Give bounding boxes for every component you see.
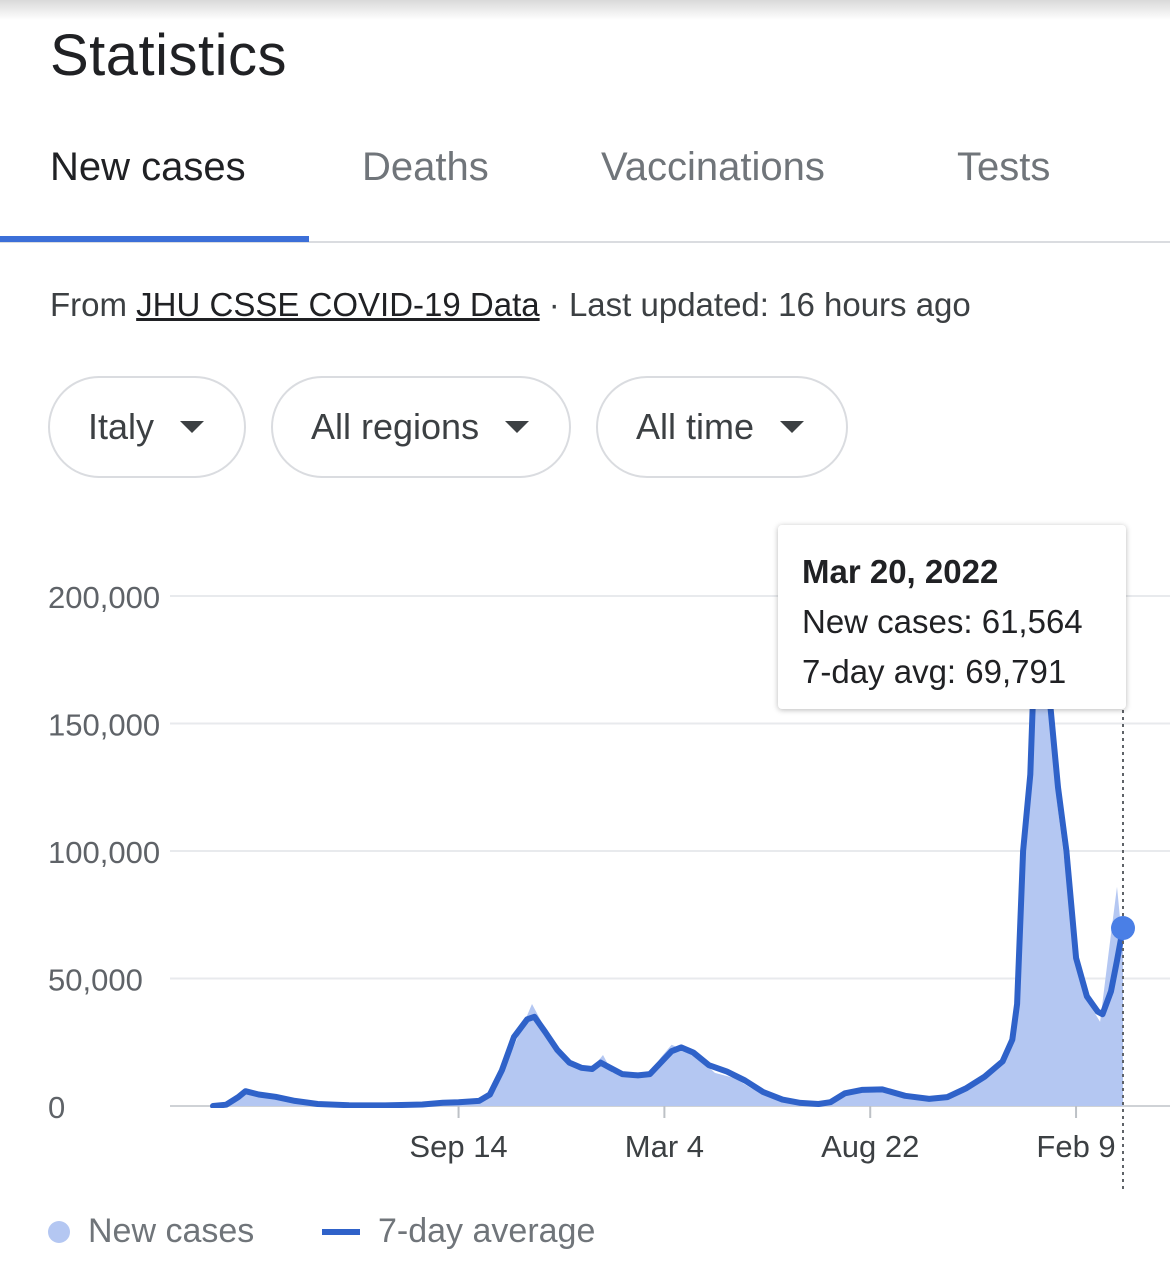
y-tick-label: 100,000 bbox=[48, 835, 160, 870]
x-tick-label: Aug 22 bbox=[821, 1129, 919, 1164]
y-tick-label: 150,000 bbox=[48, 708, 160, 743]
x-tick-label: Mar 4 bbox=[625, 1129, 704, 1164]
last-updated: · Last updated: 16 hours ago bbox=[539, 286, 971, 323]
y-tick-label: 50,000 bbox=[48, 963, 143, 998]
tab-deaths[interactable]: Deaths bbox=[362, 145, 489, 189]
legend-dot-icon bbox=[48, 1220, 70, 1243]
chart-tooltip: Mar 20, 2022 New cases: 61,564 7-day avg… bbox=[778, 525, 1126, 709]
legend-average-label: 7-day average bbox=[378, 1212, 596, 1250]
country-filter-chip[interactable]: Italy bbox=[48, 376, 246, 478]
caret-down-icon bbox=[780, 421, 805, 433]
y-tick-label: 0 bbox=[48, 1090, 65, 1125]
time-filter-chip[interactable]: All time bbox=[596, 376, 848, 478]
tooltip-new-cases: New cases: 61,564 bbox=[802, 603, 1083, 640]
legend-new-cases-label: New cases bbox=[88, 1212, 255, 1250]
new-cases-area bbox=[213, 545, 1123, 1106]
app-bar-shadow bbox=[0, 0, 1170, 20]
y-tick-label: 200,000 bbox=[48, 580, 160, 615]
active-tab-indicator bbox=[0, 236, 309, 242]
tooltip-date: Mar 20, 2022 bbox=[802, 553, 999, 590]
caret-down-icon bbox=[505, 421, 530, 433]
legend-average: 7-day average bbox=[322, 1212, 595, 1251]
x-tick-label: Feb 9 bbox=[1036, 1129, 1115, 1164]
source-prefix: From bbox=[50, 286, 137, 323]
tab-new-cases[interactable]: New cases bbox=[50, 145, 246, 189]
source-link[interactable]: JHU CSSE COVID-19 Data bbox=[136, 286, 540, 323]
data-source-line: From JHU CSSE COVID-19 Data · Last updat… bbox=[50, 286, 971, 324]
legend-line-icon bbox=[322, 1228, 360, 1235]
caret-down-icon bbox=[180, 421, 205, 433]
time-filter-label: All time bbox=[636, 406, 755, 447]
tabs-divider bbox=[0, 241, 1170, 243]
tab-vaccinations[interactable]: Vaccinations bbox=[601, 145, 825, 189]
tab-tests[interactable]: Tests bbox=[957, 145, 1051, 189]
hover-point bbox=[1111, 916, 1135, 941]
page-title: Statistics bbox=[50, 23, 288, 88]
tooltip-average: 7-day avg: 69,791 bbox=[802, 653, 1067, 690]
region-filter-label: All regions bbox=[311, 406, 480, 447]
country-filter-label: Italy bbox=[88, 406, 155, 447]
region-filter-chip[interactable]: All regions bbox=[271, 376, 571, 478]
legend-new-cases: New cases bbox=[48, 1212, 254, 1251]
x-tick-label: Sep 14 bbox=[409, 1129, 507, 1164]
